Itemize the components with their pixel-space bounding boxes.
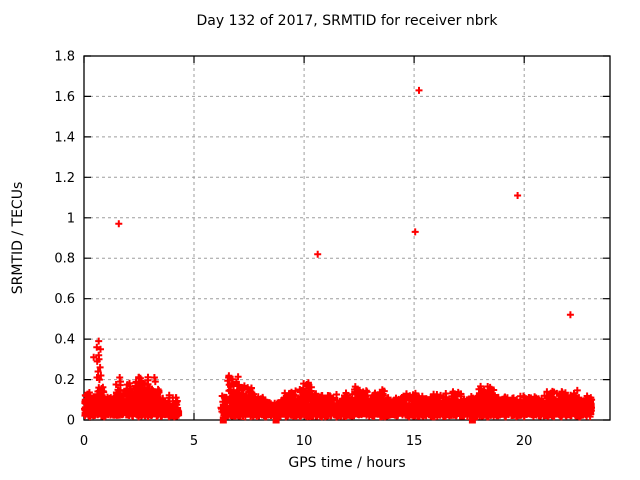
x-tick-label: 5 <box>190 434 198 449</box>
x-tick-label: 0 <box>80 434 88 449</box>
y-tick-label: 0.6 <box>54 292 75 307</box>
x-tick-label: 10 <box>296 434 313 449</box>
x-axis-label: GPS time / hours <box>288 455 406 471</box>
y-tick-label: 1.2 <box>54 171 75 186</box>
outlier-points <box>115 86 574 319</box>
y-tick-label: 0.8 <box>54 252 75 267</box>
y-tick-label: 1.8 <box>54 50 75 65</box>
y-tick-label: 0.2 <box>54 373 75 388</box>
spike-points <box>90 337 159 386</box>
chart-title: Day 132 of 2017, SRMTID for receiver nbr… <box>196 13 498 29</box>
x-tick-label: 20 <box>516 434 533 449</box>
y-tick-label: 0 <box>67 414 75 429</box>
y-tick-label: 0.4 <box>54 333 75 348</box>
y-tick-label: 1 <box>67 211 75 226</box>
grid-lines <box>84 56 610 420</box>
dense-scatter-points <box>81 372 596 421</box>
tick-marks <box>83 55 610 421</box>
y-tick-label: 1.6 <box>54 90 75 105</box>
plot-border <box>83 55 611 421</box>
y-tick-label: 1.4 <box>54 130 75 145</box>
x-tick-label: 15 <box>406 434 423 449</box>
